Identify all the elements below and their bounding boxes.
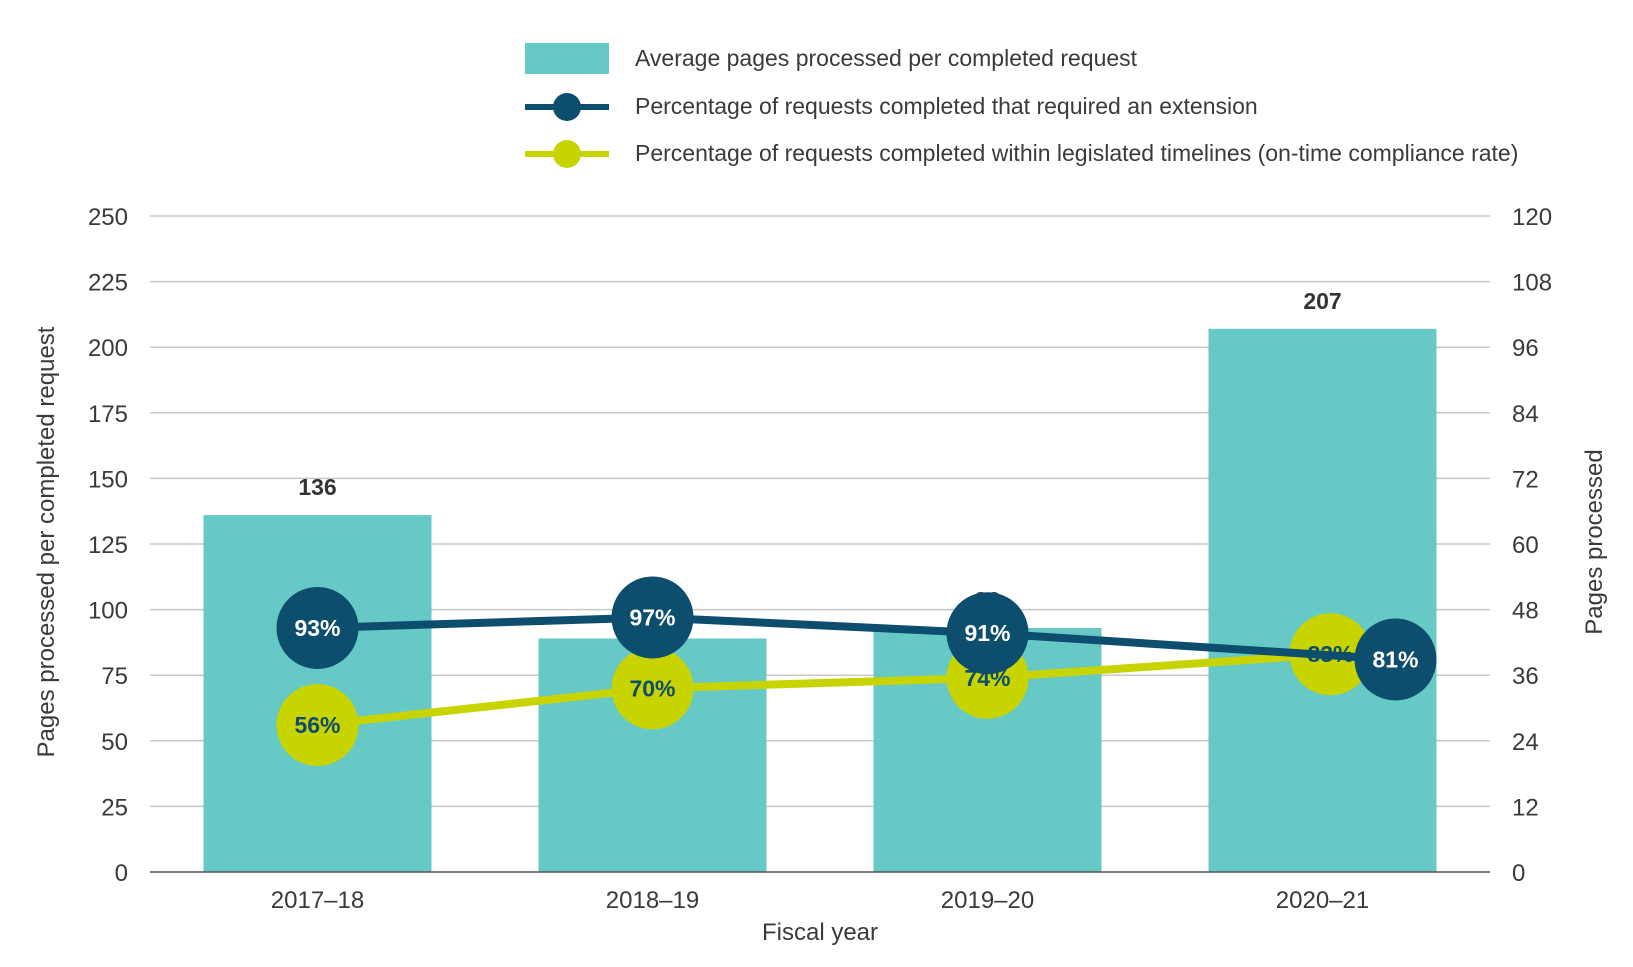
x-tick-label: 2017–18 xyxy=(271,887,364,914)
line-series: 56%70% 74%83%93% 97%91%81% xyxy=(276,576,1437,767)
y-tick-right: 60 xyxy=(1512,532,1539,559)
extension-value-label: 91% xyxy=(964,620,1010,646)
y-tick-right: 108 xyxy=(1512,270,1552,297)
extension-value-label: 81% xyxy=(1372,646,1418,672)
y-tick-right: 24 xyxy=(1512,729,1539,756)
ontime-marker xyxy=(611,647,694,730)
axes: 0 25 50 75 100 125 150 175 200 225 250 0 12 24 36 48 60 7… xyxy=(88,204,1552,914)
y-tick-right: 84 xyxy=(1512,401,1539,428)
y-tick-left: 250 xyxy=(88,204,128,231)
extension-value-label: 93% xyxy=(294,615,340,641)
extension-marker xyxy=(1354,618,1437,701)
y-tick-left: 50 xyxy=(101,729,128,756)
legend-ontime-label: Percentage of requests completed within … xyxy=(635,140,1518,166)
x-tick-label: 2018–19 xyxy=(606,887,699,914)
x-tick-label: 2020–21 xyxy=(1276,887,1369,914)
y-tick-left: 0 xyxy=(115,860,128,887)
y-tick-right: 12 xyxy=(1512,794,1539,821)
ontime-value-label: 56% xyxy=(294,712,340,738)
y-tick-left: 125 xyxy=(88,532,128,559)
extension-marker xyxy=(946,592,1029,675)
extension-marker xyxy=(611,576,694,659)
y-tick-right: 120 xyxy=(1512,204,1552,231)
legend-bar-swatch xyxy=(525,43,609,74)
y-axis-left-title: Pages processed per completed request xyxy=(33,326,60,757)
bar-value-label: 207 xyxy=(1303,288,1341,314)
y-tick-right: 72 xyxy=(1512,466,1539,493)
bar-series: 1368993207 xyxy=(203,288,1437,872)
y-tick-left: 25 xyxy=(101,794,128,821)
y-tick-left: 200 xyxy=(88,335,128,362)
legend-extension-label: Percentage of requests completed that re… xyxy=(635,93,1258,119)
y-tick-left: 100 xyxy=(88,598,128,625)
y-tick-right: 0 xyxy=(1512,860,1525,887)
y-tick-right: 48 xyxy=(1512,598,1539,625)
y-tick-right: 36 xyxy=(1512,663,1539,690)
y-tick-left: 75 xyxy=(101,663,128,690)
legend-ontime-marker xyxy=(553,140,581,168)
ontime-marker xyxy=(276,684,359,767)
y-tick-left: 175 xyxy=(88,401,128,428)
y-tick-left: 225 xyxy=(88,270,128,297)
y-tick-right: 96 xyxy=(1512,335,1539,362)
extension-value-label: 97% xyxy=(629,604,675,630)
legend-bar-label: Average pages processed per completed re… xyxy=(635,45,1138,71)
y-tick-left: 150 xyxy=(88,466,128,493)
legend: Average pages processed per completed re… xyxy=(525,43,1518,168)
x-axis-title: Fiscal year xyxy=(762,919,878,946)
ontime-value-label: 70% xyxy=(629,675,675,701)
bar-value-label: 136 xyxy=(298,474,336,500)
y-axis-right-title: Pages processed xyxy=(1581,449,1608,634)
x-tick-label: 2019–20 xyxy=(941,887,1034,914)
extension-line xyxy=(317,613,1396,664)
legend-extension-marker xyxy=(553,93,581,121)
bar xyxy=(1208,328,1437,872)
extension-marker xyxy=(276,586,359,669)
ontime-line xyxy=(317,650,1331,730)
